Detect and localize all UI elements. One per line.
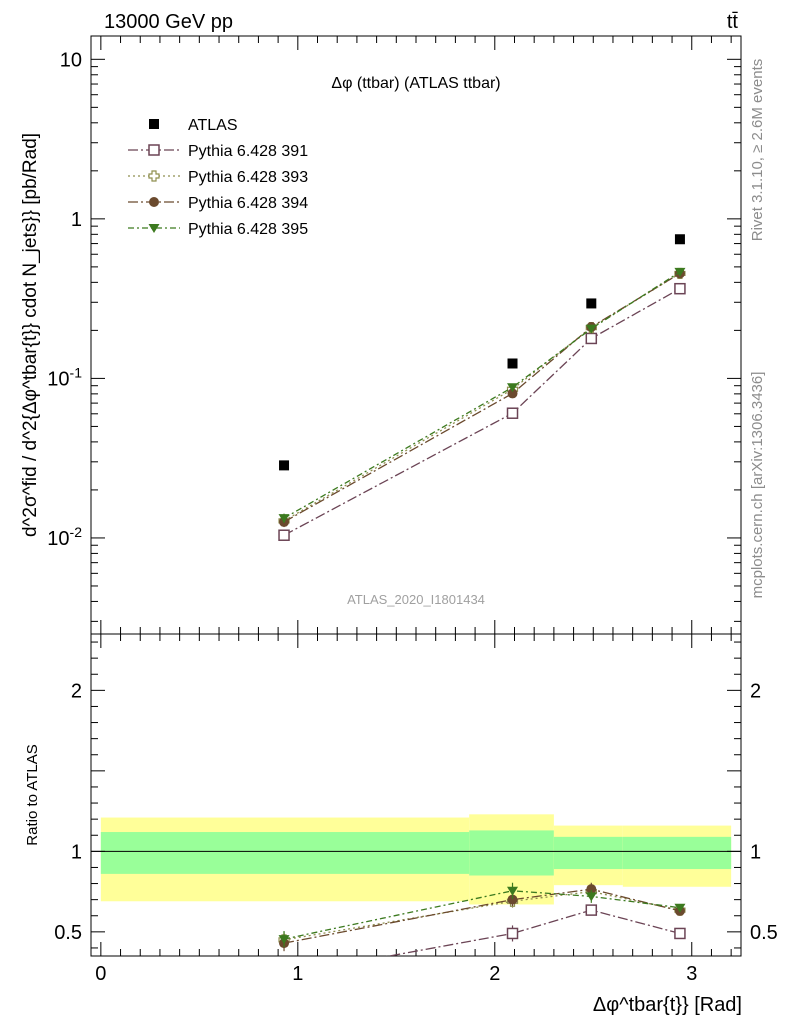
main-series-3 <box>279 268 685 528</box>
legend-marker <box>148 224 160 233</box>
ratio-y-axis-label: Ratio to ATLAS <box>24 744 41 845</box>
ratio-plot-frame <box>90 633 742 957</box>
series-line <box>283 271 681 519</box>
legend-item: Pythia 6.428 393 <box>128 169 308 186</box>
data-point <box>586 298 597 309</box>
main-series <box>278 234 686 541</box>
ratio-series-1 <box>385 904 686 956</box>
data-point <box>506 407 519 419</box>
x-tick-label: 3 <box>686 963 697 985</box>
ratio-y-tick-label: 1 <box>71 841 82 863</box>
legend-item: Pythia 6.428 391 <box>128 143 308 160</box>
series-line <box>283 288 681 536</box>
analysis-watermark: ATLAS_2020_I1801434 <box>347 592 485 607</box>
legend-marker <box>148 170 160 182</box>
main-series-1 <box>278 282 686 541</box>
series-line <box>283 890 681 941</box>
legend-label: Pythia 6.428 395 <box>188 221 308 238</box>
ratio-y-tick-label-right: 2 <box>750 680 761 702</box>
main-y-tick-label: 10 <box>60 49 82 71</box>
data-point <box>507 894 518 905</box>
legend-item: Pythia 6.428 395 <box>128 221 308 238</box>
x-axis-label: Δφ^tbar{t}} [Rad] <box>593 994 742 1016</box>
data-point <box>586 884 597 895</box>
plot-title: Δφ (ttbar) (ATLAS ttbar) <box>331 75 500 92</box>
ratio-y-tick-label-right: 0.5 <box>750 922 778 944</box>
ratio-y-tick-label-right: 1 <box>750 841 761 863</box>
legend-label: Pythia 6.428 391 <box>188 143 308 160</box>
data-point <box>585 904 598 916</box>
data-point <box>507 388 518 399</box>
main-y-axis-label-text: d^2σ^fid / d^2{Δφ^tbar{t}} cdot N_jets}}… <box>20 133 41 537</box>
data-point <box>674 267 686 277</box>
legend-label: ATLAS <box>188 117 238 134</box>
header-left: 13000 GeV pp <box>104 11 233 33</box>
data-point <box>585 892 597 902</box>
legend-item: Pythia 6.428 394 <box>128 195 308 212</box>
legend-label: Pythia 6.428 393 <box>188 169 308 186</box>
legend-marker <box>149 119 159 129</box>
data-point <box>278 529 290 541</box>
ratio-series-4 <box>278 882 686 948</box>
data-point <box>506 927 519 940</box>
legend-label: Pythia 6.428 394 <box>188 195 308 212</box>
legend-marker <box>149 197 159 207</box>
data-point <box>585 332 598 345</box>
x-tick-label: 1 <box>292 963 303 985</box>
data-point <box>278 935 290 945</box>
series-line <box>283 888 681 944</box>
legend-marker <box>148 144 160 156</box>
header-right: tt̄ <box>727 11 739 33</box>
data-point <box>674 282 686 295</box>
band-inner-2 <box>553 836 623 870</box>
main-series-4 <box>278 267 686 524</box>
main-y-tick-label: 10-2 <box>47 524 82 550</box>
ratio-panel <box>90 633 742 957</box>
band-inner-1 <box>469 830 554 876</box>
ratio-bands <box>91 814 741 905</box>
rivet-label: Rivet 3.1.10, ≥ 2.6M events <box>749 59 766 242</box>
data-point <box>674 903 686 913</box>
x-tick-label: 2 <box>489 963 500 985</box>
band-inner-3 <box>622 836 732 870</box>
data-point <box>279 460 290 471</box>
legend: ATLAS Pythia 6.428 391 Pythia 6.428 393 Pyt… <box>128 117 308 238</box>
main-y-axis-label: d^2σ^fid / d^2{Δφ^tbar{t}} cdot N_jets}}… <box>20 133 41 537</box>
data-point <box>674 927 686 940</box>
legend-item: ATLAS <box>149 117 238 134</box>
main-y-tick-label: 10-1 <box>47 364 82 390</box>
ratio-y-tick-label: 0.5 <box>54 922 82 944</box>
main-y-tick-label: 1 <box>71 209 82 231</box>
ratio-y-tick-label: 2 <box>71 680 82 702</box>
data-point <box>674 234 685 245</box>
mcplots-label: mcplots.cern.ch [arXiv:1306.3436] <box>749 372 766 599</box>
data-point <box>507 358 518 369</box>
data-point <box>507 383 519 393</box>
data-point <box>507 886 519 896</box>
series-line <box>283 272 681 523</box>
x-tick-label: 0 <box>95 963 106 985</box>
band-inner-0 <box>100 832 470 874</box>
ratio-series <box>278 882 686 956</box>
data-point <box>585 324 597 334</box>
main-series-0 <box>279 234 685 471</box>
series-line <box>283 890 681 940</box>
main-y-tick-labels: 10-2 10-1 1 10 <box>47 49 82 550</box>
series-line <box>385 909 681 956</box>
data-point <box>278 514 290 524</box>
